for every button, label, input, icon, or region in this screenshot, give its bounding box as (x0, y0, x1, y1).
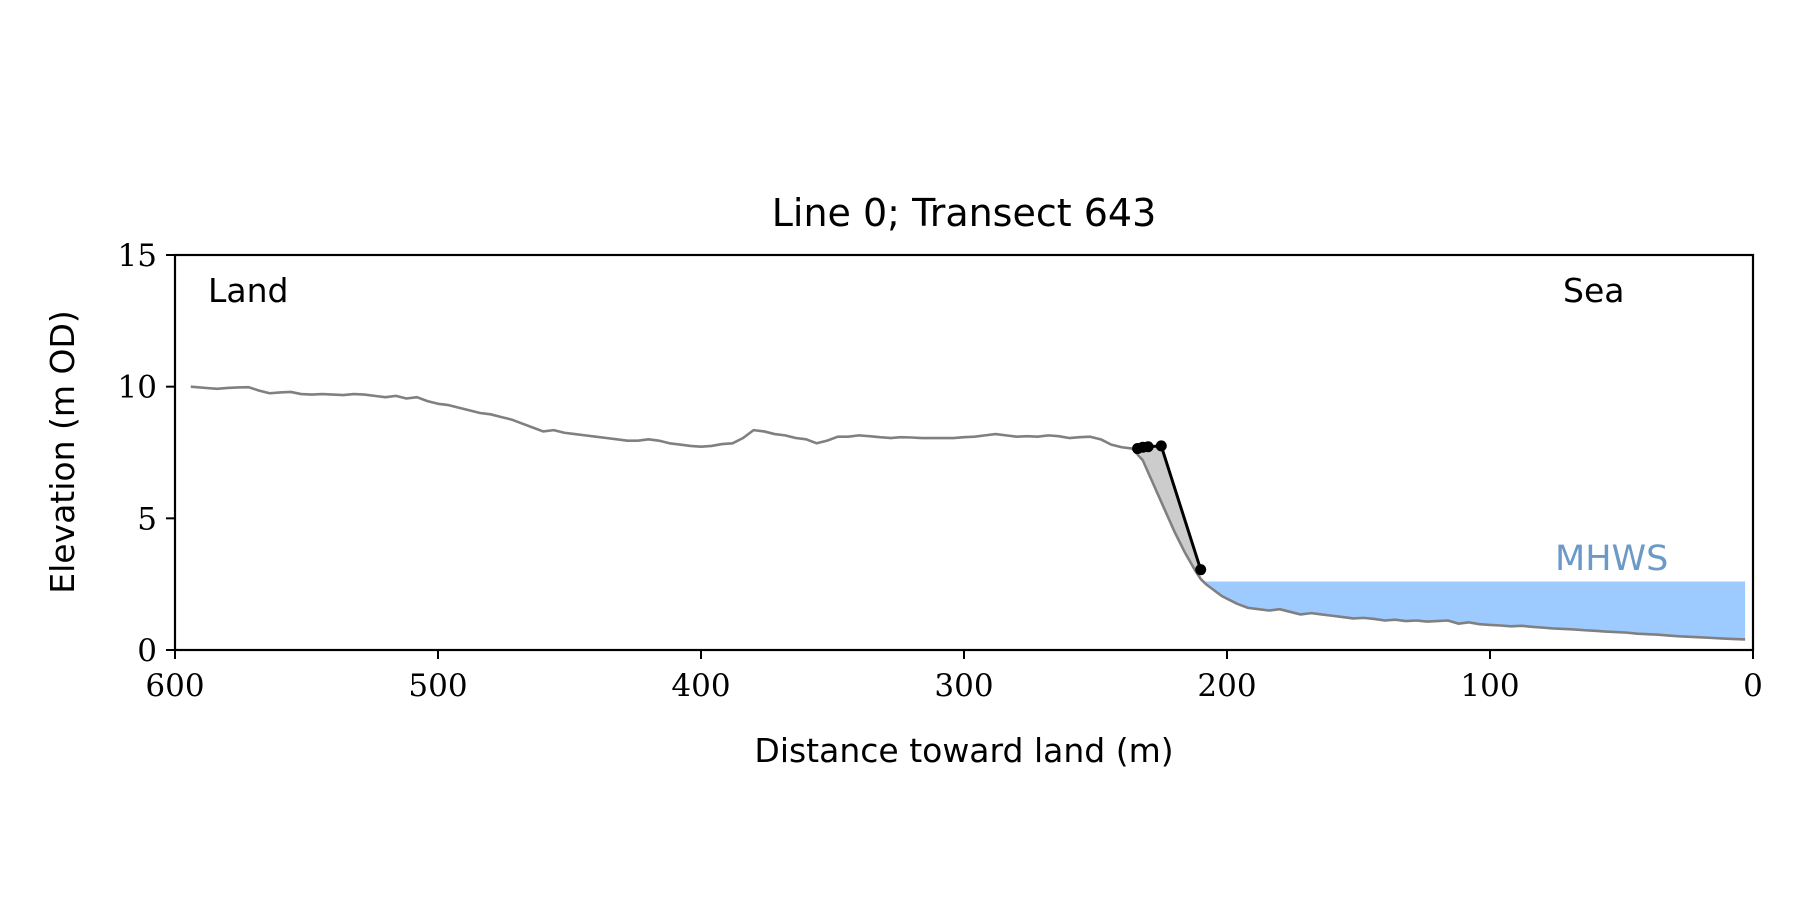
sea-annotation: Sea (1563, 271, 1624, 310)
land-annotation: Land (208, 271, 288, 310)
cliff-point (1155, 440, 1167, 452)
y-tick-label: 10 (118, 370, 157, 406)
y-tick-label: 5 (137, 501, 157, 537)
cliff-point (1195, 564, 1207, 576)
plot-layer (190, 385, 1746, 641)
chart-title: Line 0; Transect 643 (772, 191, 1157, 235)
x-tick-label: 300 (934, 668, 993, 704)
mhws-label: MHWS (1555, 539, 1668, 579)
cliff-shading (1137, 445, 1201, 579)
x-tick-label: 600 (145, 668, 204, 704)
x-tick-label: 200 (1197, 668, 1256, 704)
x-tick-label: 500 (408, 668, 467, 704)
x-tick-label: 400 (671, 668, 730, 704)
y-tick-label: 15 (118, 238, 157, 274)
cliff-point (1142, 441, 1154, 453)
profile-line (190, 385, 1746, 641)
axis-layer: 600 500 400 300 200 100 0 0 5 10 15 (118, 238, 1763, 704)
x-axis-label: Distance toward land (m) (754, 731, 1173, 770)
mhws-area (1200, 578, 1746, 640)
x-tick-label: 0 (1743, 668, 1763, 704)
y-tick-label: 0 (137, 633, 157, 669)
x-tick-label: 100 (1460, 668, 1519, 704)
y-axis-label: Elevation (m OD) (43, 310, 82, 594)
